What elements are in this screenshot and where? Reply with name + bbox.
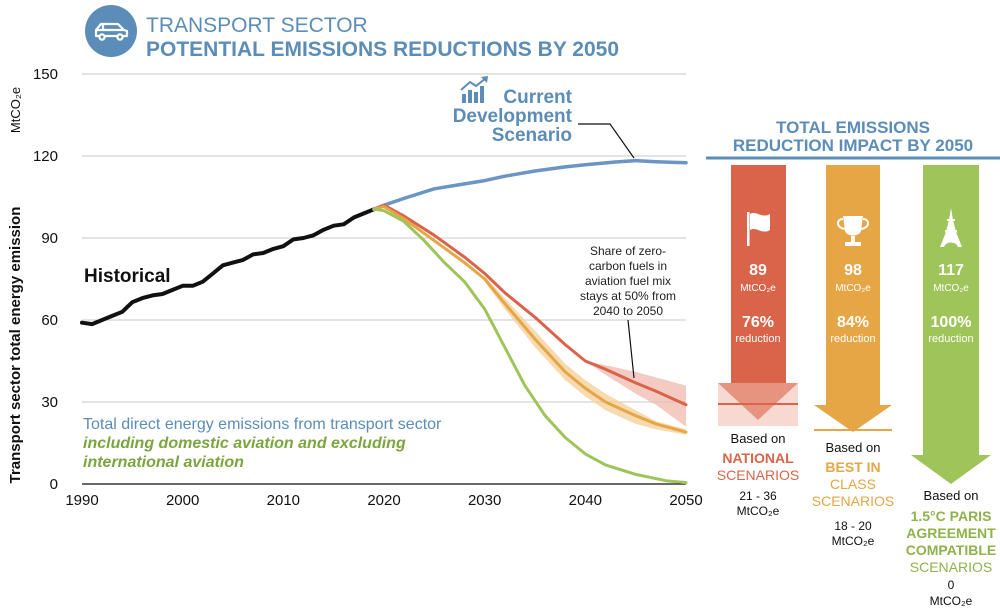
trophy-icon — [837, 216, 869, 246]
flag-icon — [747, 212, 770, 246]
national-range-unit: MtCO₂e — [737, 504, 780, 518]
arrow-best-shape — [814, 165, 892, 432]
aviation-note: Share of zero- carbon fuels in aviation … — [580, 244, 676, 379]
series-line-4 — [372, 207, 688, 485]
current-callout-line — [578, 123, 635, 159]
uncertainty-bands — [484, 276, 686, 435]
current-label-2: Development — [453, 106, 573, 127]
best-unit: MtCO₂e — [835, 283, 871, 294]
paris-scenario-bold-2: AGREEMENT — [906, 525, 996, 541]
national-unit: MtCO₂e — [740, 283, 776, 294]
legend-line1: Total direct energy emissions from trans… — [83, 416, 442, 433]
best-value: 98 — [844, 262, 862, 279]
header: TRANSPORT SECTOR POTENTIAL EMISSIONS RED… — [85, 5, 619, 61]
best-scenario-bold: BEST IN — [825, 459, 880, 475]
best-based-on: Based on — [826, 440, 881, 455]
y-axis-label: Transport sector total energy emission — [7, 207, 24, 484]
paris-scenario: SCENARIOS — [910, 559, 992, 575]
paris-scenario-bold-1: 1.5°C PARIS — [911, 508, 992, 524]
aviation-note-1: Share of zero- — [590, 244, 666, 258]
y-tick-60: 60 — [41, 312, 58, 329]
paris-value: 117 — [938, 262, 964, 279]
title-line2: POTENTIAL EMISSIONS REDUCTIONS BY 2050 — [146, 38, 619, 61]
series-lines — [80, 158, 688, 485]
best-range-unit: MtCO₂e — [832, 534, 875, 548]
y-axis-unit: MtCO₂e — [8, 87, 23, 133]
band-0 — [585, 361, 686, 427]
arrow-paris: 117 MtCO₂e 100% reduction Based on 1.5°C… — [906, 165, 996, 608]
x-tick-2000: 2000 — [166, 492, 199, 509]
national-percent-label: reduction — [735, 333, 780, 345]
impact-panel: TOTAL EMISSIONS REDUCTION IMPACT BY 2050… — [706, 118, 1000, 608]
x-tick-2050: 2050 — [669, 492, 702, 509]
paris-unit: MtCO₂e — [933, 283, 969, 294]
y-tick-150: 150 — [33, 66, 58, 83]
arrow-national: 89 MtCO₂e 76% reduction Based on NATIONA… — [717, 165, 799, 518]
paris-percent-label: reduction — [928, 333, 973, 345]
best-percent: 84% — [837, 314, 869, 331]
title-line1: TRANSPORT SECTOR — [146, 14, 368, 37]
x-tick-labels: 1990 2000 2010 2020 2030 2040 2050 — [65, 492, 702, 509]
national-percent: 76% — [742, 314, 774, 331]
series-line-3 — [372, 205, 688, 434]
arrow-best-in-class: 98 MtCO₂e 84% reduction Based on BEST IN… — [812, 165, 894, 548]
best-range: 18 - 20 — [834, 519, 872, 533]
aviation-note-3: aviation fuel mix — [585, 274, 671, 288]
paris-range: 0 — [948, 578, 955, 592]
x-tick-1990: 1990 — [65, 492, 98, 509]
legend-line3: international aviation — [83, 454, 244, 471]
legend-note: Total direct energy emissions from trans… — [83, 416, 442, 471]
national-scenario: SCENARIOS — [717, 467, 799, 483]
current-label-1: Current — [503, 87, 572, 108]
y-tick-labels: 0 30 60 90 120 150 — [33, 66, 58, 493]
national-scenario-bold: NATIONAL — [722, 450, 794, 466]
chart-growth-icon — [460, 76, 488, 103]
best-scenario-2: SCENARIOS — [812, 493, 894, 509]
national-range: 21 - 36 — [739, 489, 777, 503]
series-line-1 — [372, 158, 688, 212]
emissions-chart: 0 30 60 90 120 150 1990 2000 2010 2020 2030 2040 20… — [7, 66, 703, 509]
x-tick-2010: 2010 — [267, 492, 300, 509]
paris-percent: 100% — [931, 314, 972, 331]
x-tick-2030: 2030 — [468, 492, 501, 509]
current-scenario-callout: Current Development Scenario — [453, 76, 635, 159]
eiffel-tower-icon — [940, 208, 962, 247]
best-percent-label: reduction — [830, 333, 875, 345]
arrow-national-shape — [718, 165, 798, 420]
national-value: 89 — [749, 262, 767, 279]
current-label-3: Scenario — [492, 125, 572, 146]
national-based-on: Based on — [731, 431, 786, 446]
paris-scenario-bold-3: COMPATIBLE — [906, 542, 996, 558]
y-tick-0: 0 — [50, 476, 58, 493]
arrow-paris-shape — [911, 165, 991, 484]
paris-range-unit: MtCO₂e — [930, 594, 973, 608]
series-line-2 — [372, 203, 688, 407]
aviation-note-2: carbon fuels in — [589, 259, 667, 273]
y-tick-90: 90 — [41, 230, 58, 247]
x-tick-2020: 2020 — [367, 492, 400, 509]
legend-line2: including domestic aviation and excludin… — [83, 435, 406, 452]
impact-title-2: REDUCTION IMPACT BY 2050 — [733, 136, 973, 155]
y-tick-30: 30 — [41, 394, 58, 411]
historical-label: Historical — [84, 266, 171, 287]
series-line-0 — [80, 207, 376, 327]
aviation-note-5: 2040 to 2050 — [593, 304, 663, 318]
y-tick-120: 120 — [33, 148, 58, 165]
aviation-note-pointer — [627, 319, 635, 379]
best-scenario-1: CLASS — [830, 476, 876, 492]
grid-lines — [82, 73, 686, 485]
impact-title-1: TOTAL EMISSIONS — [776, 118, 930, 137]
aviation-note-4: stays at 50% from — [580, 289, 676, 303]
paris-based-on: Based on — [924, 488, 979, 503]
x-tick-2040: 2040 — [569, 492, 602, 509]
car-icon — [94, 22, 129, 41]
